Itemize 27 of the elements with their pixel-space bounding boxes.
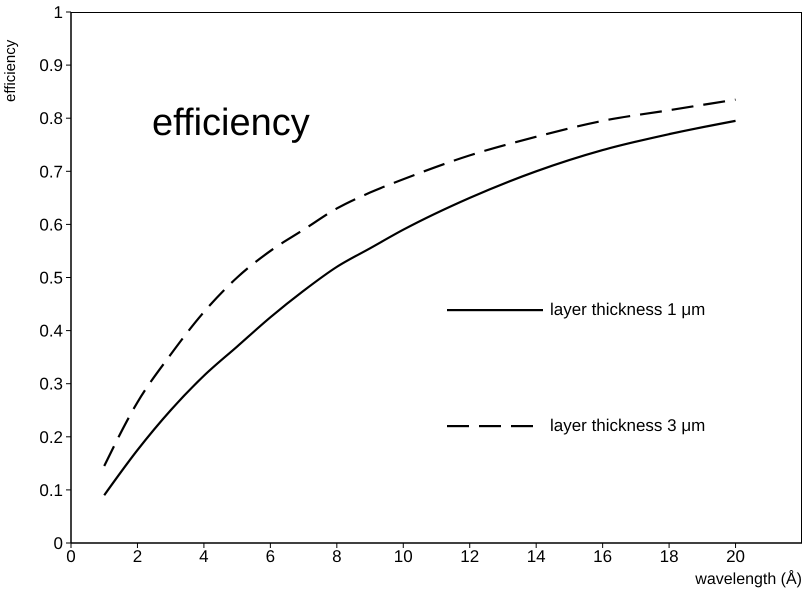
x-tick-label: 10 (394, 547, 413, 566)
y-axis-title: efficiency (2, 40, 20, 102)
x-tick-label: 0 (66, 547, 76, 566)
x-tick-label: 6 (266, 547, 276, 566)
x-tick-label: 8 (332, 547, 342, 566)
y-tick-label: 0.1 (39, 480, 63, 500)
y-tick-label: 0.4 (39, 322, 63, 341)
x-tick-label: 18 (660, 547, 679, 566)
y-tick-label: 0.6 (39, 215, 63, 234)
y-tick-label: 0.9 (39, 56, 63, 76)
y-tick-label: 0.7 (39, 162, 63, 182)
x-axis-title: wavelength (Å) (694, 570, 802, 588)
x-tick-label: 4 (199, 547, 209, 566)
legend-label: layer thickness 1 μm (550, 300, 706, 320)
x-tick-label: 14 (526, 547, 546, 566)
x-tick-label: 16 (593, 547, 612, 566)
y-tick-label: 0.2 (39, 428, 63, 447)
y-tick-label: 0.3 (39, 374, 63, 394)
x-tick-label: 20 (726, 547, 746, 566)
y-tick-label: 1 (54, 3, 63, 22)
x-tick-label: 2 (132, 547, 142, 566)
legend-label: layer thickness 3 μm (550, 416, 706, 436)
y-tick-label: 0.8 (39, 109, 63, 128)
x-tick-label: 12 (460, 547, 480, 566)
y-tick-label: 0 (54, 534, 63, 554)
y-tick-label: 0.5 (39, 268, 63, 288)
annotation: efficiency (152, 102, 310, 145)
